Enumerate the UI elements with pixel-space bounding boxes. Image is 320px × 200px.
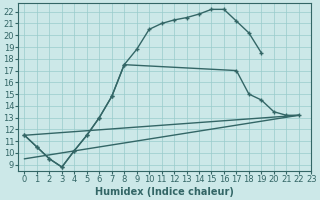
X-axis label: Humidex (Indice chaleur): Humidex (Indice chaleur) [95, 187, 234, 197]
